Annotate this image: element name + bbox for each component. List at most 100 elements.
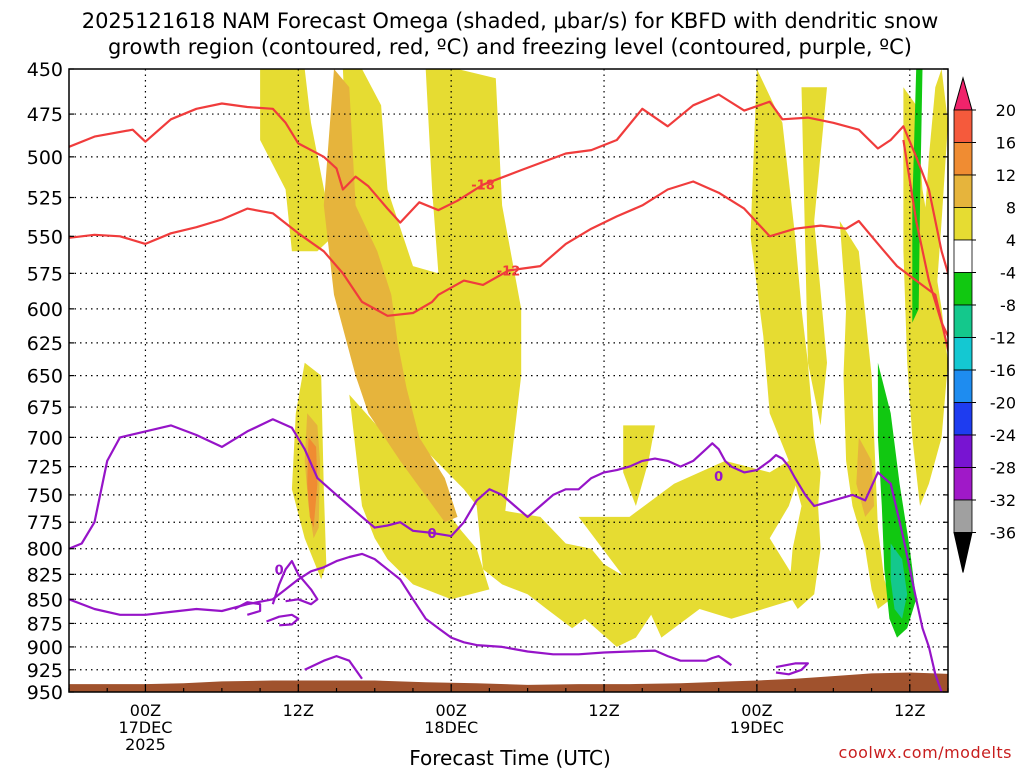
- terrain-fill: [69, 672, 948, 692]
- freezing-contour-2: [271, 560, 319, 606]
- y-tick-label-450: 450: [27, 59, 63, 81]
- colorbar-label-9: -20: [990, 394, 1016, 413]
- omega-region-19: [912, 69, 923, 323]
- omega-region-8: [839, 221, 891, 609]
- y-tick-label-700: 700: [27, 427, 63, 449]
- dgz-contour-3: [69, 180, 948, 355]
- x-tick-label-0-2: 2025: [125, 735, 166, 754]
- colorbar-label-13: -36: [990, 524, 1016, 543]
- omega-region-16: [856, 437, 875, 517]
- freezing-contour-6: [266, 613, 300, 627]
- terrain-area: [69, 672, 948, 692]
- y-tick-label-725: 725: [27, 457, 63, 479]
- colorbar-segment-3: [953, 207, 973, 241]
- colorbar-bottom-arrow: [953, 532, 973, 573]
- y-tick-label-475: 475: [27, 104, 63, 126]
- dgz-contour-1: [902, 139, 948, 339]
- x-tick-label-36-0: 12Z: [588, 701, 619, 720]
- x-tick-label-48-0: 00Z: [741, 701, 772, 720]
- colorbar-label-1: 16: [996, 134, 1016, 153]
- y-tick-label-900: 900: [27, 637, 63, 659]
- y-tick-label-950: 950: [27, 682, 63, 704]
- colorbar-segment-1: [953, 142, 973, 176]
- y-tick-label-675: 675: [27, 397, 63, 419]
- colorbar-segment-0: [953, 109, 973, 143]
- omega-region-4: [578, 449, 808, 638]
- colorbar-segment-5: [953, 272, 973, 306]
- dgz-contour-label-0: -18: [471, 179, 495, 194]
- y-tick-label-625: 625: [27, 333, 63, 355]
- colorbar-segment-11: [953, 467, 973, 501]
- y-tick-label-775: 775: [27, 512, 63, 534]
- colorbar-segment-7: [953, 337, 973, 371]
- colorbar-label-12: -32: [990, 491, 1016, 510]
- chart-title-line1: 2025121618 NAM Forecast Omega (shaded, μ…: [82, 9, 939, 33]
- x-tick-label-48-1: 19DEC: [730, 718, 784, 737]
- dgz-contour-0: [69, 93, 948, 277]
- x-tick-label-12-0: 12Z: [283, 701, 314, 720]
- y-tick-label-575: 575: [27, 263, 63, 285]
- freezing-contour-label-0: 0: [428, 527, 437, 542]
- omega-region-23: [890, 543, 908, 619]
- freezing-contour-0: [69, 418, 943, 692]
- x-tick-label-24-1: 18DEC: [424, 718, 478, 737]
- omega-shading: [260, 69, 948, 647]
- chart-title-line2: growth region (contoured, red, ºC) and f…: [108, 35, 912, 59]
- y-tick-label-500: 500: [27, 147, 63, 169]
- x-tick-label-0-1: 17DEC: [118, 718, 172, 737]
- dgz-contour-label-3: -12: [497, 264, 521, 279]
- y-tick-label-525: 525: [27, 188, 63, 210]
- y-tick-label-800: 800: [27, 539, 63, 561]
- freezing-contour-label-2: 0: [275, 563, 284, 578]
- colorbar-label-6: -8: [1000, 296, 1016, 315]
- colorbar-segment-6: [953, 304, 973, 338]
- x-axis-label: Forecast Time (UTC): [409, 746, 611, 768]
- omega-region-5: [623, 425, 655, 506]
- colorbar-segment-12: [953, 499, 973, 533]
- grid-lines: [69, 69, 948, 692]
- colorbar-label-3: 8: [1006, 199, 1016, 218]
- colorbar-segment-2: [953, 174, 973, 208]
- colorbar-label-11: -28: [990, 459, 1016, 478]
- colorbar-label-10: -24: [990, 426, 1016, 445]
- colorbar-segment-8: [953, 369, 973, 403]
- dendritic-growth-contours: -18-18-12: [69, 93, 948, 355]
- omega-region-13: [323, 69, 458, 523]
- colorbar-segment-9: [953, 402, 973, 436]
- y-tick-label-750: 750: [27, 485, 63, 507]
- omega-region-3: [476, 506, 655, 647]
- freezing-level-contours: 0 0 0: [69, 418, 943, 692]
- colorbar-segment-4: [953, 239, 973, 273]
- colorbar-label-4: 4: [1006, 231, 1016, 250]
- colorbar-segment-10: [953, 434, 973, 468]
- freezing-contour-5: [234, 601, 262, 616]
- axes: 450 475 500 525 550 575 600 625 650 675 700 725 750 7…: [27, 59, 949, 754]
- y-tick-label-650: 650: [27, 366, 63, 388]
- freezing-contour-1: [69, 552, 733, 667]
- colorbar: 20 16 12 8 4 -4 -8 -12 -16 -20 -24 -28 -32 -36: [953, 76, 1016, 573]
- x-tick-label-24-0: 00Z: [436, 701, 467, 720]
- omega-region-21: [877, 362, 917, 638]
- y-tick-label-850: 850: [27, 589, 63, 611]
- x-tick-label-0-0: 00Z: [130, 701, 161, 720]
- omega-region-10: [916, 69, 948, 414]
- y-tick-label-550: 550: [27, 226, 63, 248]
- y-tick-label-600: 600: [27, 299, 63, 321]
- y-tick-label-825: 825: [27, 564, 63, 586]
- plot-frame: [68, 68, 949, 693]
- freezing-contour-3: [304, 655, 363, 680]
- credit-text: coolwx.com/modelts: [839, 743, 1012, 762]
- colorbar-label-0: 20: [996, 101, 1016, 120]
- colorbar-label-5: -4: [1000, 264, 1016, 283]
- y-tick-label-925: 925: [27, 660, 63, 682]
- colorbar-label-8: -16: [990, 361, 1016, 380]
- colorbar-label-2: 12: [996, 166, 1016, 185]
- x-tick-label-60-0: 12Z: [894, 701, 925, 720]
- colorbar-label-7: -12: [990, 329, 1016, 348]
- y-tick-label-875: 875: [27, 613, 63, 635]
- omega-region-7: [750, 69, 821, 609]
- freezing-contour-4: [775, 662, 809, 676]
- freezing-contour-label-1: 0: [714, 470, 723, 485]
- omega-region-6: [801, 87, 827, 426]
